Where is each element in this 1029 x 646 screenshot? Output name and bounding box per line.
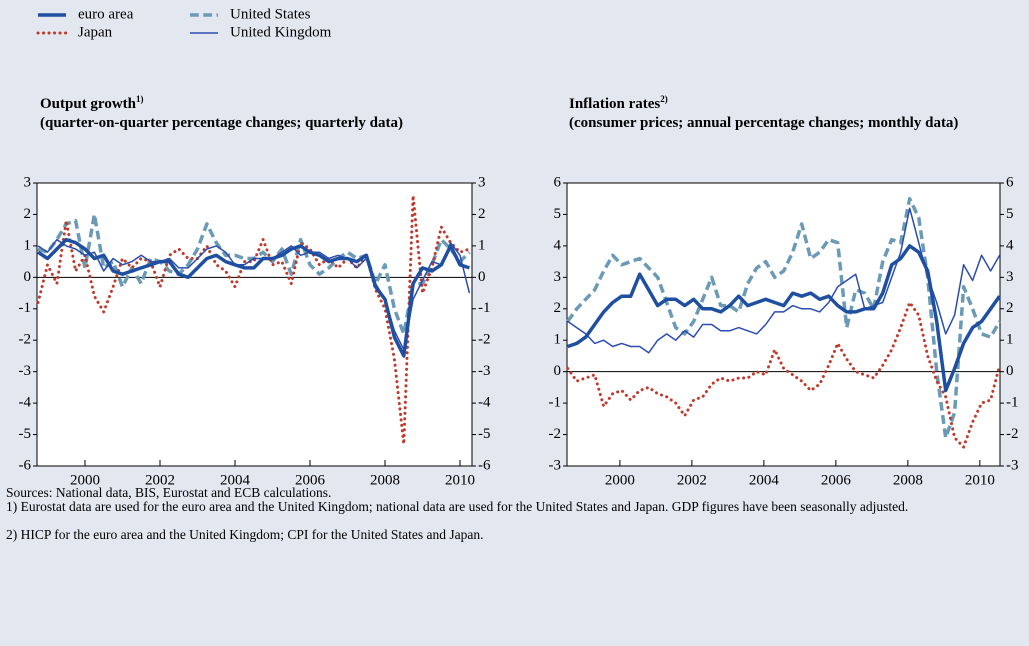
plot-area bbox=[36, 182, 473, 467]
legend-label: United States bbox=[230, 6, 311, 22]
footnote: 1) Eurostat data are used for the euro a… bbox=[6, 499, 909, 514]
title: Output growth bbox=[40, 96, 136, 112]
title: Inflation rates bbox=[569, 96, 661, 112]
footnote: 2) HICP for the euro area and the United… bbox=[6, 527, 484, 542]
y-tick-label: -4 bbox=[19, 395, 32, 411]
y2-tick-label: 6 bbox=[1006, 174, 1014, 190]
y2-tick-label: 3 bbox=[478, 174, 486, 190]
y-tick-label: 0 bbox=[554, 363, 562, 379]
y2-tick-label: 5 bbox=[1006, 206, 1014, 222]
y-tick-label: 2 bbox=[24, 206, 32, 222]
panel-title: Output growth1) bbox=[40, 88, 520, 115]
y-tick-label: -1 bbox=[549, 395, 562, 411]
x-tick-label: 2004 bbox=[220, 472, 251, 488]
y2-tick-label: -2 bbox=[478, 332, 491, 348]
x-tick-label: 2002 bbox=[677, 472, 707, 488]
x-tick-label: 2008 bbox=[893, 472, 923, 488]
x-tick-label: 2002 bbox=[145, 472, 175, 488]
y2-tick-label: 0 bbox=[1006, 363, 1014, 379]
y2-tick-label: -1 bbox=[478, 300, 491, 316]
y2-tick-label: 1 bbox=[478, 237, 486, 253]
legend-label: United Kingdom bbox=[230, 24, 332, 40]
y-tick-label: -6 bbox=[19, 457, 32, 473]
y2-tick-label: 1 bbox=[1006, 332, 1014, 348]
source-note: Sources: National data, BIS, Eurostat an… bbox=[6, 485, 332, 500]
y2-tick-label: -5 bbox=[478, 426, 491, 442]
panel-title: Inflation rates2) bbox=[569, 88, 1029, 115]
x-tick-label: 2000 bbox=[605, 472, 635, 488]
y2-tick-label: -4 bbox=[478, 395, 491, 411]
x-tick-label: 2006 bbox=[821, 472, 852, 488]
y2-tick-label: 2 bbox=[478, 206, 486, 222]
y-tick-label: 5 bbox=[554, 206, 562, 222]
x-tick-label: 2006 bbox=[295, 472, 326, 488]
legend-label: Japan bbox=[78, 24, 113, 40]
legend-label: euro area bbox=[78, 6, 134, 22]
y-tick-label: 1 bbox=[554, 332, 562, 348]
y-tick-label: 6 bbox=[554, 174, 562, 190]
y-tick-label: -5 bbox=[19, 426, 32, 442]
y-tick-label: 4 bbox=[554, 237, 562, 253]
x-tick-label: 2010 bbox=[445, 472, 475, 488]
plot-area bbox=[566, 182, 1001, 467]
x-tick-label: 2010 bbox=[965, 472, 995, 488]
y2-tick-label: -6 bbox=[478, 457, 491, 473]
x-tick-label: 2000 bbox=[70, 472, 100, 488]
y2-tick-label: 4 bbox=[1006, 237, 1014, 253]
y2-tick-label: -2 bbox=[1006, 426, 1019, 442]
y-tick-label: -3 bbox=[19, 363, 32, 379]
title-note: 2) bbox=[660, 94, 668, 104]
y2-tick-label: -3 bbox=[478, 363, 491, 379]
y-tick-label: -3 bbox=[549, 457, 562, 473]
y2-tick-label: -3 bbox=[1006, 457, 1019, 473]
x-tick-label: 2008 bbox=[370, 472, 400, 488]
series-line bbox=[37, 237, 470, 358]
y-tick-label: 2 bbox=[554, 300, 562, 316]
panel-subtitle: (consumer prices; annual percentage chan… bbox=[569, 115, 959, 131]
y-tick-label: -2 bbox=[19, 332, 32, 348]
y2-tick-label: 0 bbox=[478, 269, 486, 285]
y-tick-label: 0 bbox=[24, 269, 32, 285]
title-note: 1) bbox=[136, 94, 144, 104]
series-line bbox=[36, 194, 471, 446]
y2-tick-label: -1 bbox=[1006, 395, 1019, 411]
series-line bbox=[566, 301, 1002, 449]
y-tick-label: 3 bbox=[554, 269, 562, 285]
series-line bbox=[567, 244, 1002, 393]
y-tick-label: 3 bbox=[24, 174, 32, 190]
y-tick-label: 1 bbox=[24, 237, 32, 253]
x-tick-label: 2004 bbox=[749, 472, 780, 488]
y2-tick-label: 3 bbox=[1006, 269, 1014, 285]
y2-tick-label: 2 bbox=[1006, 300, 1014, 316]
panel-subtitle: (quarter-on-quarter percentage changes; … bbox=[40, 115, 403, 131]
y-tick-label: -1 bbox=[19, 300, 32, 316]
y-tick-label: -2 bbox=[549, 426, 562, 442]
